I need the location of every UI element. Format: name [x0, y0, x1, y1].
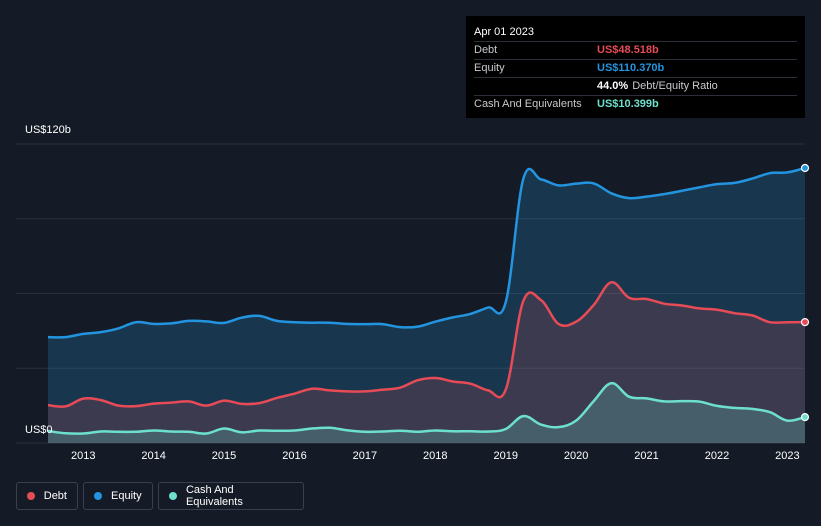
cash-and-equivalents-line — [47, 381, 806, 435]
x-tick-label: 2014 — [141, 450, 166, 462]
legend-equity[interactable]: Equity — [83, 482, 153, 510]
debt-endpoint-marker — [800, 318, 810, 327]
x-tick-label: 2016 — [282, 450, 307, 462]
legend-cash-label: Cash And Equivalents — [185, 484, 243, 508]
x-tick-label: 2022 — [704, 450, 730, 462]
y-axis-top-label: US$120b — [25, 124, 71, 136]
cash-and-equivalents-area — [48, 383, 805, 443]
tooltip-ratio-value: 44.0% — [597, 80, 629, 92]
x-tick-label: 2013 — [70, 450, 96, 462]
tooltip-equity-label: Equity — [474, 62, 505, 74]
tooltip-ratio-label: Debt/Equity Ratio — [632, 80, 718, 92]
legend-equity-label: Equity — [111, 490, 142, 502]
tooltip-debt-label: Debt — [474, 44, 498, 56]
tooltip-date: Apr 01 2023 — [474, 26, 534, 38]
legend-debt[interactable]: Debt — [16, 482, 78, 510]
x-tick-label: 2023 — [775, 450, 800, 462]
legend-cash[interactable]: Cash And Equivalents — [158, 482, 304, 510]
tooltip-cash-row: Cash And Equivalents US$10.399b — [474, 95, 797, 113]
equity-line — [47, 166, 806, 339]
x-tick-label: 2019 — [493, 450, 518, 462]
legend-equity-dot — [94, 492, 102, 500]
debt-line — [47, 281, 806, 408]
tooltip-debt-row: Debt US$48.518b — [474, 41, 797, 59]
tooltip-equity-row: Equity US$110.370b — [474, 59, 797, 77]
legend-debt-label: Debt — [43, 490, 67, 502]
tooltip-debt-value: US$48.518b — [597, 44, 659, 56]
x-tick-label: 2021 — [634, 450, 659, 462]
tooltip-equity-value: US$110.370b — [597, 62, 665, 74]
tooltip-cash-label: Cash And Equivalents — [474, 98, 582, 110]
x-tick-label: 2020 — [563, 450, 589, 462]
legend-cash-dot — [169, 492, 177, 500]
x-tick-label: 2017 — [352, 450, 378, 462]
tooltip-ratio-row: 44.0% Debt/Equity Ratio — [474, 77, 797, 95]
legend-debt-dot — [27, 492, 35, 500]
x-tick-label: 2015 — [211, 450, 237, 462]
equity-endpoint-marker — [800, 163, 810, 173]
cash-and-equivalents-endpoint-marker — [800, 412, 810, 422]
equity-area — [48, 168, 805, 443]
tooltip-cash-value: US$10.399b — [597, 98, 659, 110]
tooltip-panel: Apr 01 2023 Debt US$48.518b Equity US$11… — [466, 16, 805, 118]
x-tick-label: 2018 — [423, 450, 448, 462]
debt-area — [48, 282, 805, 443]
y-axis-bottom-label: US$0 — [25, 424, 53, 436]
